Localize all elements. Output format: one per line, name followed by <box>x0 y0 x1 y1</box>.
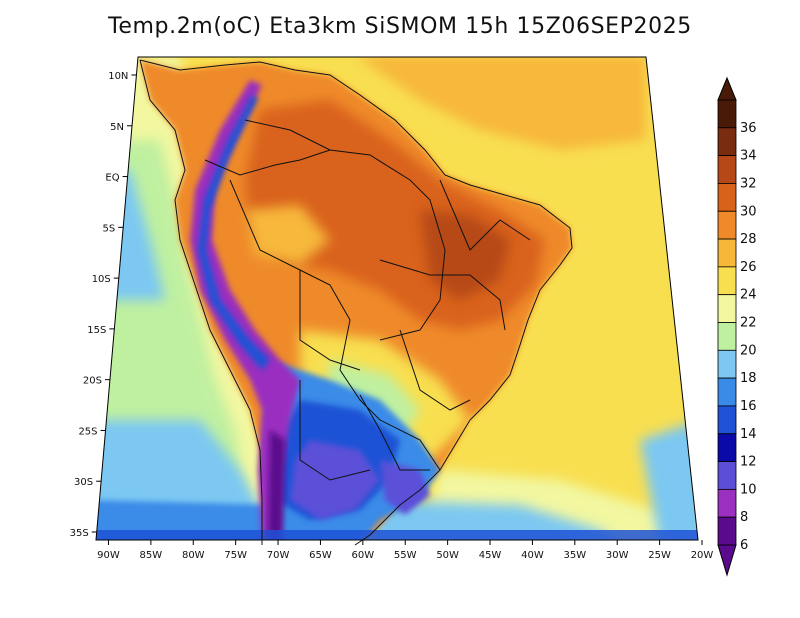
colorbar-swatch <box>717 183 737 212</box>
southern-andes-coldest <box>268 430 285 540</box>
colorbar-label: 20 <box>740 343 757 358</box>
lat-tick-label: 30S <box>74 477 93 488</box>
colorbar-swatch <box>717 210 737 240</box>
colorbar-label: 14 <box>740 427 757 442</box>
colorbar-swatch <box>717 99 737 129</box>
colorbar-swatch <box>717 294 737 323</box>
colorbar-swatch <box>717 405 737 435</box>
colorbar-label: 22 <box>740 316 757 331</box>
brazil-states-se <box>399 329 471 411</box>
lat-tick-label: 10S <box>92 274 111 285</box>
colorbar-label: 6 <box>740 538 748 553</box>
colorbar-swatch <box>717 461 737 490</box>
colorbar-swatch <box>717 488 737 518</box>
paraguay-border <box>359 394 430 471</box>
argentina-border <box>299 380 371 481</box>
colorbar-label: 10 <box>740 482 757 497</box>
colorbar: 36 34 32 30 28 26 24 22 20 18 16 14 12 10 8 6 <box>717 76 757 577</box>
colorbar-label: 26 <box>740 260 757 275</box>
southern-strip <box>96 530 698 540</box>
lon-tick-label: 45W <box>479 550 502 561</box>
lon-tick-label: 30W <box>606 550 629 561</box>
colorbar-label: 30 <box>740 204 757 219</box>
andes-cold-ridge <box>190 80 300 540</box>
brazil-north-border <box>244 119 446 341</box>
domain-outline <box>95 56 699 541</box>
north-atlantic-warm <box>355 57 646 150</box>
longitude-axis: 90W 85W 80W 75W 70W 65W 60W 55W 50W 45W 40W 35W 30W 2… <box>97 540 713 561</box>
lon-tick-label: 60W <box>352 550 375 561</box>
colorbar-label: 12 <box>740 455 757 470</box>
colorbar-swatch <box>717 266 737 296</box>
colorbar-label: 36 <box>740 121 757 136</box>
colorbar-swatch <box>717 127 737 157</box>
lon-tick-label: 25W <box>648 550 671 561</box>
colorbar-label: 18 <box>740 371 757 386</box>
lon-tick-label: 90W <box>97 550 120 561</box>
colorbar-swatch <box>717 155 737 184</box>
colorbar-swatch <box>717 433 737 462</box>
brazil-west-border <box>229 179 441 471</box>
amazon-mild <box>245 205 330 265</box>
colorbar-swatch <box>717 349 737 379</box>
lat-tick-label: 35S <box>70 528 89 539</box>
lat-tick-label: 5S <box>102 223 115 234</box>
colorbar-label: 8 <box>740 510 748 525</box>
colorbar-swatch <box>717 516 737 546</box>
argentina-coldest <box>290 440 380 520</box>
brazil-states-central <box>379 259 506 331</box>
brazil-states-ne <box>439 179 531 251</box>
andes-blue-edge <box>198 95 270 370</box>
lat-tick-label: 10N <box>108 71 128 82</box>
uruguay-cold <box>380 460 430 515</box>
colorbar-max-triangle <box>717 76 737 101</box>
colorbar-swatch <box>717 377 737 407</box>
colorbar-label: 34 <box>740 149 757 164</box>
colorbar-swatch <box>717 322 737 351</box>
lon-tick-label: 35W <box>564 550 587 561</box>
colorbar-min-triangle <box>717 544 737 577</box>
lon-tick-label: 70W <box>267 550 290 561</box>
lon-tick-label: 50W <box>436 550 459 561</box>
lon-tick-label: 85W <box>140 550 163 561</box>
map-title: Temp.2m(oC) Eta3km SiSMOM 15h 15Z06SEP20… <box>108 14 692 39</box>
boundaries <box>139 59 573 546</box>
lat-tick-label: 20S <box>83 376 102 387</box>
lon-tick-label: 40W <box>521 550 544 561</box>
lat-tick-label: EQ <box>105 173 119 184</box>
lon-tick-label: 80W <box>182 550 205 561</box>
colorbar-swatch <box>717 238 737 268</box>
lon-tick-label: 75W <box>224 550 247 561</box>
colorbar-label: 28 <box>740 232 757 247</box>
latitude-axis: 10N 5N EQ 5S 10S 15S 20S 25S 30S 35S <box>70 71 137 539</box>
colorbar-label: 32 <box>740 176 757 191</box>
colorbar-label: 24 <box>740 288 757 303</box>
bolivia-border <box>299 270 361 371</box>
lon-tick-label: 55W <box>394 550 417 561</box>
colorbar-label: 16 <box>740 399 757 414</box>
temperature-field <box>96 57 698 540</box>
lat-tick-label: 25S <box>78 426 97 437</box>
lon-tick-label: 20W <box>691 550 714 561</box>
lon-tick-label: 65W <box>309 550 332 561</box>
lat-tick-label: 5N <box>110 122 124 133</box>
pacific-coastline <box>139 59 263 545</box>
lat-tick-label: 15S <box>87 325 106 336</box>
atlantic-coastline <box>139 59 573 546</box>
colombia-border <box>204 149 331 176</box>
